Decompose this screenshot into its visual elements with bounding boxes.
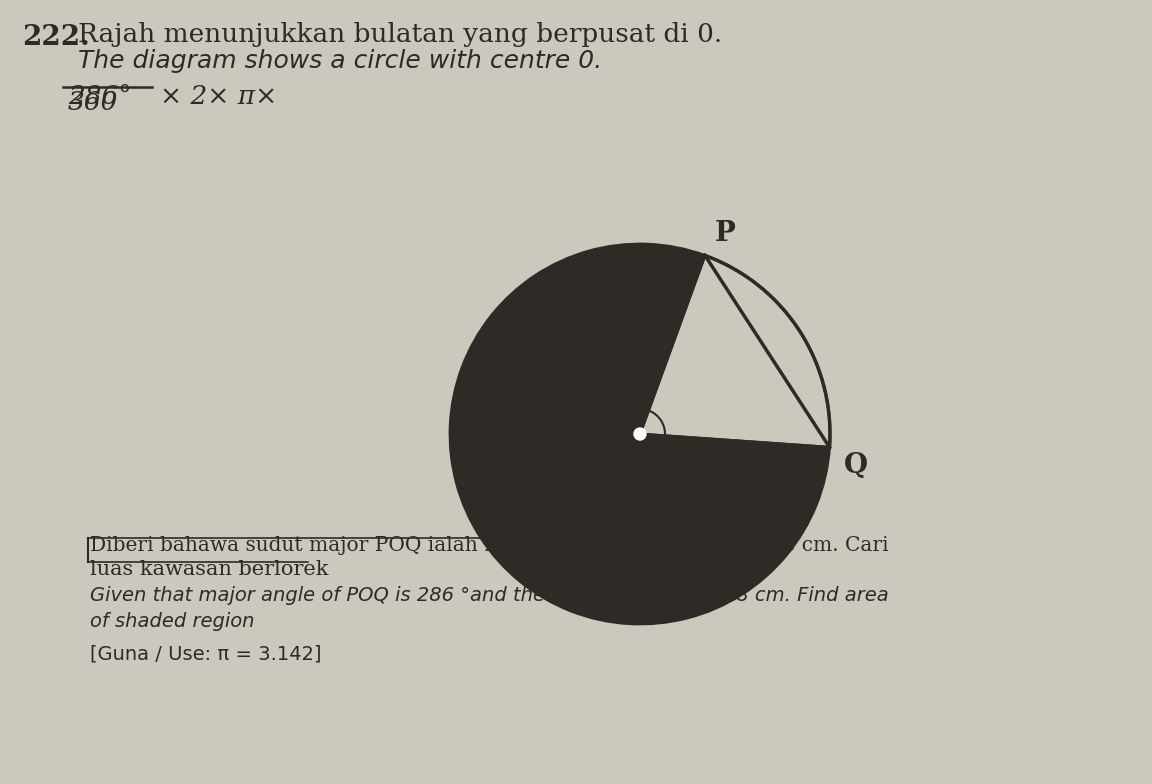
Text: 360: 360 — [68, 90, 119, 115]
Text: × 2× π×: × 2× π× — [160, 84, 278, 109]
Text: 222.: 222. — [22, 24, 90, 51]
Text: Diberi bahawa sudut major POQ ialah 286° dan jejari bulatan ialah 8 cm. Cari: Diberi bahawa sudut major POQ ialah 286°… — [90, 536, 888, 555]
Text: of shaded region: of shaded region — [90, 612, 255, 631]
Text: Q: Q — [843, 452, 867, 479]
Text: luas kawasan berlorek: luas kawasan berlorek — [90, 560, 328, 579]
Text: Given that major angle of POQ is 286 °and the radius the circle is 8 cm. Find ar: Given that major angle of POQ is 286 °an… — [90, 586, 888, 605]
Wedge shape — [641, 256, 829, 447]
Text: [Guna / Use: π = 3.142]: [Guna / Use: π = 3.142] — [90, 644, 321, 663]
Text: The diagram shows a circle with centre 0.: The diagram shows a circle with centre 0… — [78, 49, 602, 73]
Wedge shape — [450, 244, 829, 624]
Text: 286°: 286° — [68, 84, 131, 109]
Circle shape — [634, 428, 646, 440]
Text: Rajah menunjukkan bulatan yang berpusat di 0.: Rajah menunjukkan bulatan yang berpusat … — [78, 22, 722, 47]
Text: P: P — [715, 220, 736, 248]
